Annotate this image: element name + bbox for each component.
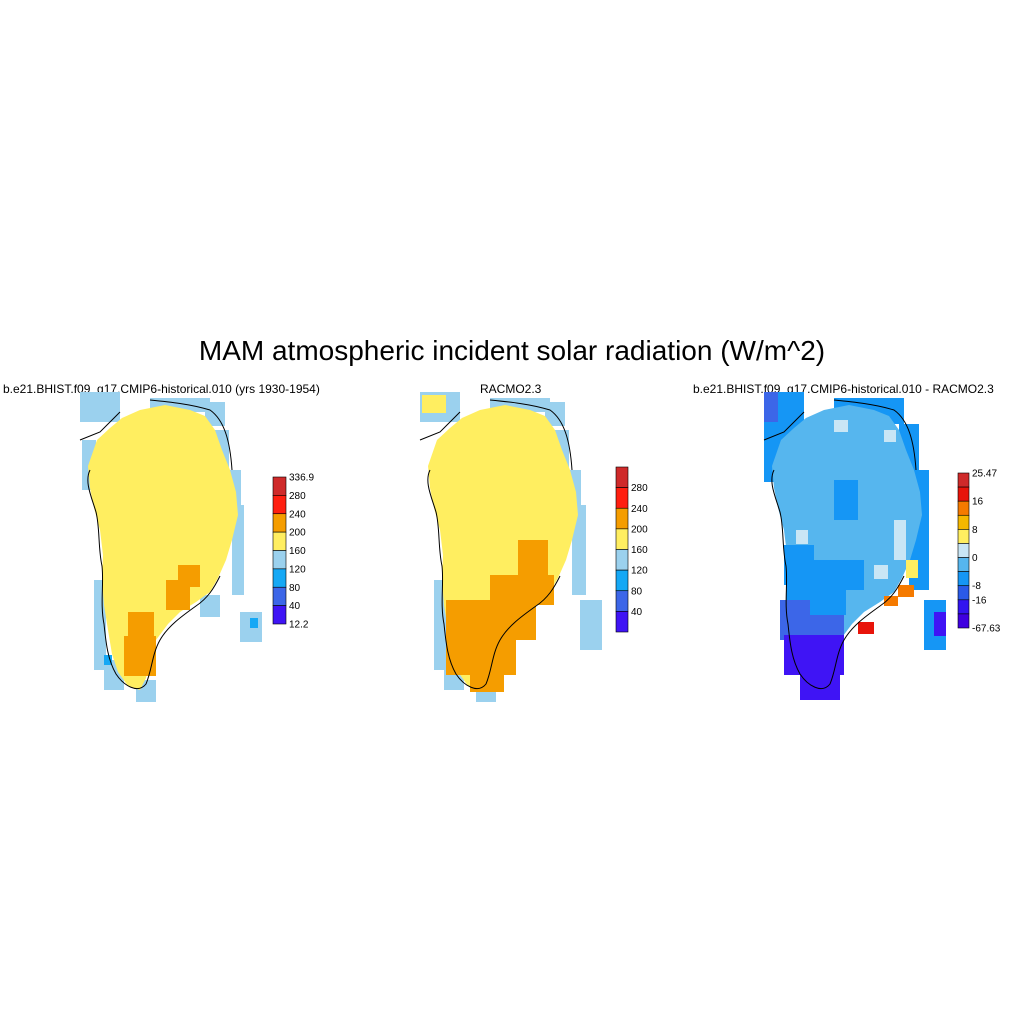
colorbar-swatch [957,613,970,629]
colorbar-swatch [957,543,970,558]
colorbar-swatch [272,513,287,533]
colorbar-swatch [957,557,970,572]
orange-cells [124,565,200,676]
colorbar-swatch [272,531,287,551]
colorbar-swatch [272,605,287,625]
colorbar-label: 240 [631,504,648,515]
colorbar-label: 80 [631,586,643,597]
colorbar-label: 160 [631,545,648,556]
colorbar-swatch [615,549,629,571]
colorbar-swatch [615,528,629,550]
colorbar-label: 0 [972,553,978,564]
colorbar-label: -67.63 [972,624,1001,635]
colorbar-label: 40 [631,607,643,618]
colorbar-label: 200 [289,528,306,539]
map-panel-model [79,392,262,702]
colorbar-swatch [272,476,287,496]
colorbar-swatch [615,611,629,633]
colorbar-obs: 280 240 200 160 120 80 40 [615,466,648,633]
colorbar-label: 25.47 [972,469,997,480]
colorbar-label: 200 [631,524,648,535]
colorbar-swatch [272,586,287,606]
panel-title-obs: RACMO2.3 [480,382,542,396]
colorbar-label: 120 [289,564,306,575]
colorbar-label: -8 [972,581,981,592]
colorbar-swatch [957,599,970,615]
map-panel-diff [763,392,946,700]
border-cells [80,392,262,702]
colorbar-label: -16 [972,595,987,606]
colorbar-swatch [615,466,629,488]
colorbar-swatch [957,500,970,516]
colorbar-diff: 25.47 16 8 0 -8 -16 -67.63 [957,469,1001,635]
colorbar-label: 240 [289,509,306,520]
colorbar-label: 280 [631,483,648,494]
colorbar-label: 8 [972,525,978,536]
colorbar-label: 80 [289,583,301,594]
colorbar-swatch [957,514,970,530]
colorbar-swatch [272,568,287,588]
colorbar-swatch [615,590,629,612]
colorbar-label: 12.2 [289,620,309,631]
colorbar-label: 40 [289,601,301,612]
colorbar-label: 120 [631,566,648,577]
colorbar-label: 160 [289,546,306,557]
colorbar-label: 16 [972,497,984,508]
colorbar-model: 336.9 280 240 200 160 120 80 40 12.2 [272,473,314,631]
colorbar-swatch [957,486,970,502]
colorbar-swatch [615,487,629,509]
colorbar-swatch [957,585,970,601]
colorbar-label: 336.9 [289,473,314,484]
colorbar-swatch [957,472,970,488]
colorbar-swatch [957,529,970,544]
colorbar-swatch [957,571,970,587]
colorbar-label: 280 [289,491,306,502]
map-panel-obs [419,392,602,702]
colorbar-swatch [615,507,629,530]
colorbar-swatch [272,550,287,570]
colorbar-swatch [615,569,629,592]
colorbar-swatch [272,495,287,515]
figure-title: MAM atmospheric incident solar radiation… [198,335,826,366]
